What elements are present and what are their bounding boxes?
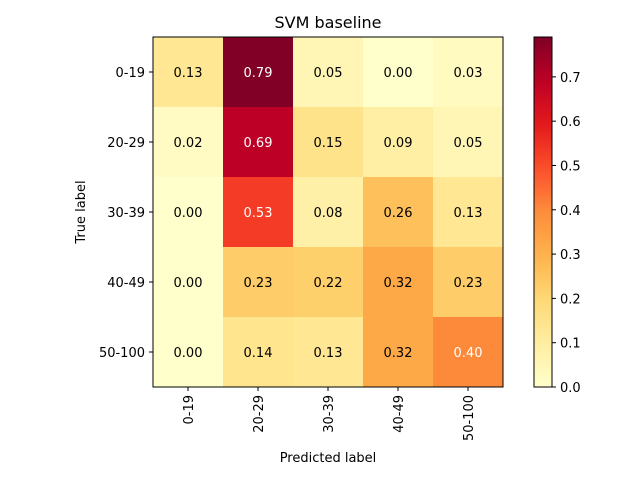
colorbar-tick-label: 0.6 <box>560 115 581 130</box>
heatmap-cell <box>223 247 294 318</box>
cell-value-label: 0.32 <box>384 346 413 361</box>
heatmap-cell <box>433 317 504 388</box>
heatmap-cell <box>293 247 364 318</box>
heatmap-cell <box>293 107 364 178</box>
heatmap-cell <box>223 107 294 178</box>
chart-title: SVM baseline <box>274 13 381 32</box>
heatmap-cell <box>363 37 434 108</box>
cell-value-label: 0.05 <box>454 136 483 151</box>
y-tick-label: 40-49 <box>107 276 145 291</box>
colorbar <box>533 36 553 388</box>
colorbar-tick-label: 0.2 <box>560 292 581 307</box>
cell-value-label: 0.32 <box>384 276 413 291</box>
cell-value-label: 0.79 <box>244 66 273 81</box>
x-tick-label: 0-19 <box>182 395 197 425</box>
heatmap-cell <box>363 247 434 318</box>
y-axis-ticks: 0-19 20-29 30-39 40-49 50-100 <box>99 66 153 361</box>
heatmap-cell <box>293 317 364 388</box>
heatmap-cell <box>153 177 224 248</box>
heatmap-cell <box>293 177 364 248</box>
cell-value-label: 0.03 <box>454 66 483 81</box>
cell-value-label: 0.69 <box>244 136 273 151</box>
cell-value-label: 0.14 <box>244 346 273 361</box>
cell-value-label: 0.13 <box>454 206 483 221</box>
y-tick-label: 50-100 <box>99 346 145 361</box>
cell-value-label: 0.02 <box>174 136 203 151</box>
cell-value-label: 0.23 <box>454 276 483 291</box>
x-tick-label: 50-100 <box>462 395 477 441</box>
cell-value-label: 0.00 <box>174 206 203 221</box>
heatmap-cell <box>223 37 294 108</box>
heatmap-cell <box>293 37 364 108</box>
cell-value-label: 0.13 <box>314 346 343 361</box>
cell-value-label: 0.13 <box>174 66 203 81</box>
x-tick-label: 40-49 <box>392 395 407 433</box>
heatmap-cell <box>433 107 504 178</box>
cell-value-label: 0.53 <box>244 206 273 221</box>
y-tick-label: 30-39 <box>107 206 145 221</box>
cell-value-label: 0.00 <box>384 66 413 81</box>
x-tick-label: 30-39 <box>322 395 337 433</box>
colorbar-tick-label: 0.3 <box>560 248 581 263</box>
colorbar-tick-label: 0.1 <box>560 337 581 352</box>
cell-value-label: 0.22 <box>314 276 343 291</box>
x-axis-ticks: 0-19 20-29 30-39 40-49 50-100 <box>182 387 477 441</box>
colorbar-tick-label: 0.7 <box>560 71 581 86</box>
heatmap-cell <box>363 107 434 178</box>
cell-value-label: 0.23 <box>244 276 273 291</box>
heatmap-cell <box>153 37 224 108</box>
colorbar-tick-label: 0.5 <box>560 159 581 174</box>
cell-value-label: 0.05 <box>314 66 343 81</box>
cell-value-label: 0.00 <box>174 346 203 361</box>
heatmap-cell <box>433 37 504 108</box>
cell-value-label: 0.26 <box>384 206 413 221</box>
heatmap-cell <box>363 317 434 388</box>
heatmap-cell <box>363 177 434 248</box>
x-tick-label: 20-29 <box>252 395 267 433</box>
y-tick-label: 0-19 <box>115 66 145 81</box>
x-axis-label: Predicted label <box>280 451 377 466</box>
y-tick-label: 20-29 <box>107 136 145 151</box>
heatmap-cells <box>153 37 504 388</box>
colorbar-tick-label: 0.0 <box>560 381 581 396</box>
colorbar-ticks: 0.0 0.1 0.2 0.3 0.4 0.5 0.6 0.7 <box>552 71 581 396</box>
heatmap-cell <box>153 107 224 178</box>
cell-value-label: 0.08 <box>314 206 343 221</box>
heatmap-cell <box>223 317 294 388</box>
cell-value-label: 0.40 <box>454 346 483 361</box>
colorbar-tick-label: 0.4 <box>560 204 581 219</box>
cell-value-label: 0.09 <box>384 136 413 151</box>
heatmap-cell <box>433 177 504 248</box>
heatmap-cell-labels: 0.13 0.79 0.05 0.00 0.03 0.02 0.69 0.15 0.09 0.05… <box>174 66 483 361</box>
heatmap-cell <box>153 317 224 388</box>
cell-value-label: 0.00 <box>174 276 203 291</box>
heatmap-cell <box>153 247 224 318</box>
cell-value-label: 0.15 <box>314 136 343 151</box>
heatmap-cell <box>223 177 294 248</box>
heatmap-cell <box>433 247 504 318</box>
y-axis-label: True label <box>74 180 89 244</box>
